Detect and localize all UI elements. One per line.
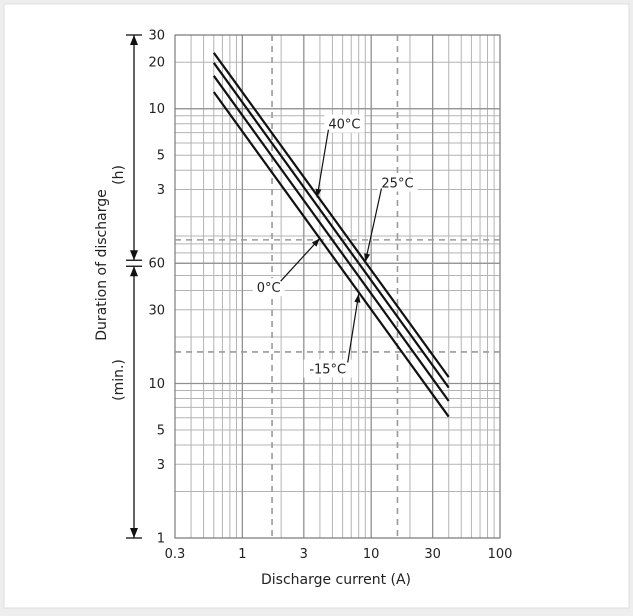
annotation-label: -15°C <box>309 363 346 378</box>
annotation-label: 0°C <box>257 281 281 296</box>
y-tick-label: 10 <box>148 102 165 117</box>
x-axis-label: Discharge current (A) <box>261 572 411 588</box>
annotation-label: 25°C <box>381 176 413 191</box>
y-tick-label: 10 <box>148 377 165 392</box>
series-line <box>212 52 450 378</box>
hours-range-arrow-top <box>130 35 138 45</box>
annotation-arrowhead <box>354 293 361 303</box>
y-tick-label: 30 <box>148 29 165 44</box>
annotation-leader <box>364 188 383 263</box>
annotation-layer: 40°C 25°C 0°C -15°C <box>252 114 418 378</box>
annotation-arrowhead <box>311 238 320 247</box>
annotation-label-bg <box>252 278 285 297</box>
x-tick-label: 100 <box>488 547 513 562</box>
y-tick-label: 5 <box>157 423 165 438</box>
annotation-label-bg <box>324 114 365 133</box>
annotation-arrowhead <box>364 253 371 263</box>
series-line <box>212 62 450 389</box>
y-tick-label: 1 <box>157 532 165 547</box>
chart-card <box>3 3 630 609</box>
x-tick-label: 1 <box>238 547 246 562</box>
hours-range-arrow-bottom <box>130 250 138 261</box>
annotation-label: 40°C <box>328 118 360 133</box>
x-tick-label: 10 <box>363 547 380 562</box>
x-tick-label: 30 <box>424 547 441 562</box>
reference-lines <box>175 35 500 538</box>
grid-layer <box>174 34 501 539</box>
y-tick-label: 3 <box>157 183 165 198</box>
y-axis-label: Duration of discharge <box>94 189 110 340</box>
annotation-leader <box>347 293 360 363</box>
annotation-arrowhead <box>315 188 322 198</box>
y-unit-hours: (h) <box>111 165 127 185</box>
x-tick-label: 3 <box>300 547 308 562</box>
minutes-range-arrow-top <box>130 266 138 277</box>
x-tick-label: 0.3 <box>165 547 186 562</box>
y-tick-label: 5 <box>157 149 165 164</box>
annotation-label-bg <box>303 359 352 378</box>
series-line <box>212 75 450 402</box>
plot-border <box>174 34 501 539</box>
series-layer <box>212 52 450 418</box>
y-tick-label: 30 <box>148 303 165 318</box>
minutes-range-arrow-bottom <box>130 528 138 538</box>
y-tick-label: 3 <box>157 458 165 473</box>
annotation-leader <box>316 129 330 198</box>
y-tick-label: 60 <box>148 257 165 272</box>
y-tick-label: 20 <box>148 56 165 71</box>
y-unit-minutes: (min.) <box>111 359 127 401</box>
series-line <box>212 91 450 418</box>
annotation-leader <box>280 237 321 282</box>
annotation-label-bg <box>377 173 418 192</box>
